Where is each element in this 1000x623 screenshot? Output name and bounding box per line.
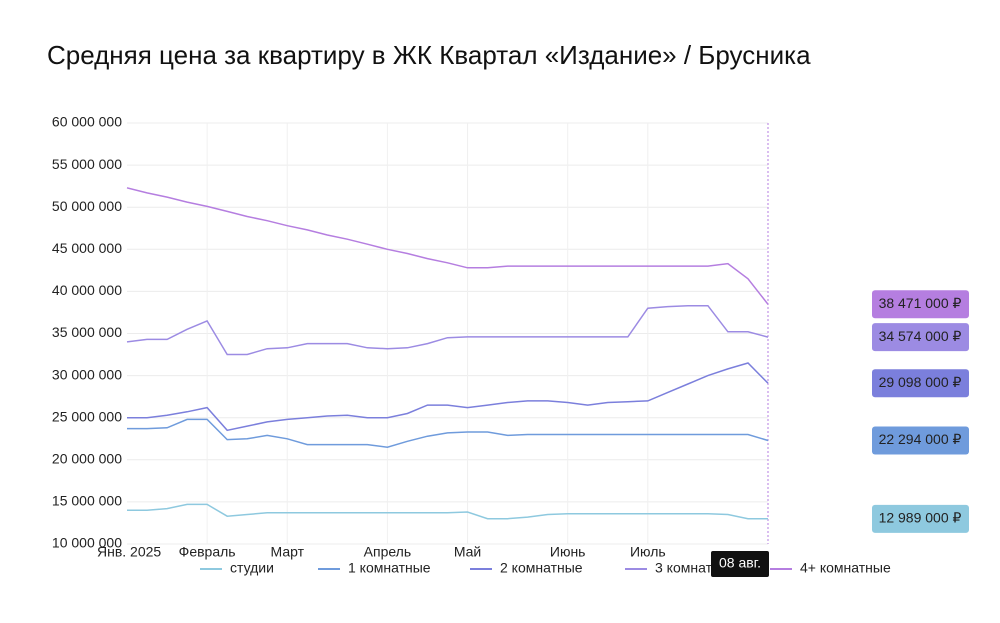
series-line <box>126 304 769 356</box>
value-label: 38 471 000 ₽ <box>879 295 962 311</box>
legend-label: 2 комнатные <box>500 560 583 576</box>
value-label: 34 574 000 ₽ <box>879 328 962 344</box>
y-tick-label: 50 000 000 <box>52 198 122 214</box>
series-line <box>127 362 769 432</box>
y-tick-label: 30 000 000 <box>52 366 122 382</box>
y-tick-label: 10 000 000 <box>52 535 122 551</box>
value-badge <box>872 290 969 319</box>
value-label: 12 989 000 ₽ <box>879 510 962 526</box>
series-line <box>126 187 769 305</box>
value-badge <box>872 426 969 455</box>
value-badge <box>872 369 969 398</box>
y-tick-label: 20 000 000 <box>52 451 122 467</box>
value-badge <box>872 504 969 533</box>
x-tick-label: Апрель <box>364 544 412 560</box>
y-tick-label: 55 000 000 <box>52 156 122 172</box>
value-label: 29 098 000 ₽ <box>879 374 962 390</box>
value-label: 22 294 000 ₽ <box>879 431 962 447</box>
x-tick-label: Июнь <box>550 544 586 560</box>
x-tick-label: Май <box>454 544 481 560</box>
series-line <box>127 418 769 448</box>
series-line <box>127 503 769 520</box>
y-tick-label: 60 000 000 <box>52 114 122 130</box>
tooltip-box <box>711 551 769 577</box>
x-tick-label: Янв. 2025 <box>97 544 161 560</box>
x-tick-label: Март <box>271 544 305 560</box>
x-tick-label: Июль <box>630 544 666 560</box>
legend-label: 1 комнатные <box>348 560 431 576</box>
chart-title: Средняя цена за квартиру в ЖК Квартал «И… <box>47 40 811 70</box>
y-tick-label: 35 000 000 <box>52 324 122 340</box>
y-tick-label: 40 000 000 <box>52 282 122 298</box>
value-badge <box>872 323 969 352</box>
tooltip-date: 08 авг. <box>719 555 761 571</box>
legend-label: 4+ комнатные <box>800 560 891 576</box>
y-tick-label: 25 000 000 <box>52 408 122 424</box>
legend-label: студии <box>230 560 274 576</box>
y-tick-label: 15 000 000 <box>52 493 122 509</box>
y-tick-label: 45 000 000 <box>52 240 122 256</box>
x-tick-label: Февраль <box>179 544 236 560</box>
